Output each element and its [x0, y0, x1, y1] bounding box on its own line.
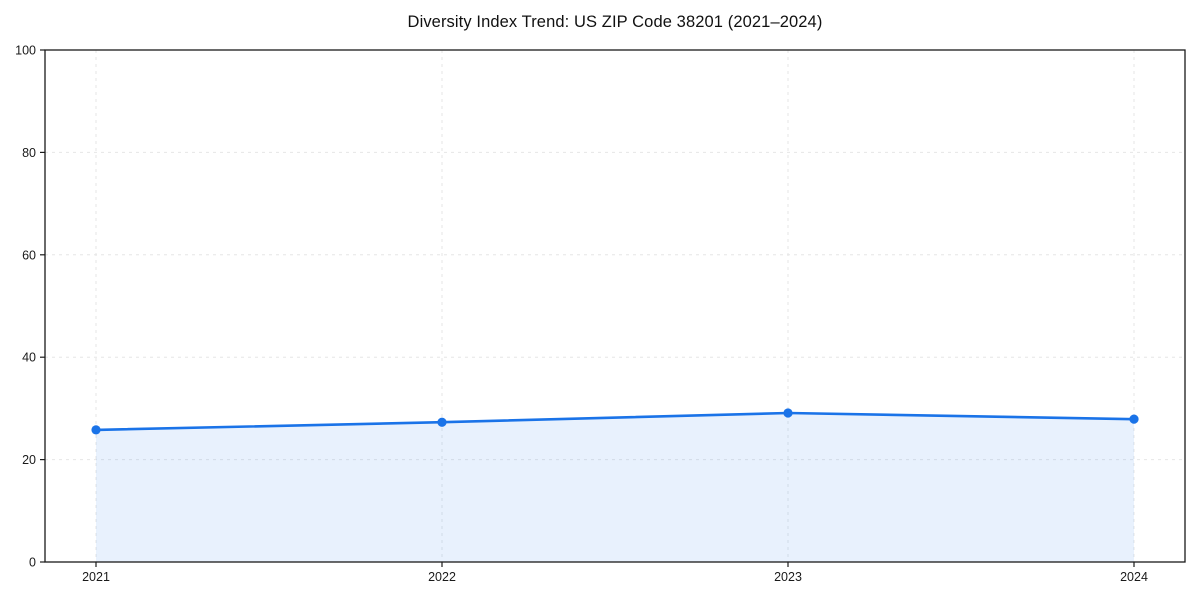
- y-tick-label: 60: [22, 248, 36, 262]
- y-tick-label: 100: [15, 44, 36, 58]
- y-tick-label: 0: [29, 556, 36, 570]
- x-tick-label: 2024: [1120, 570, 1148, 584]
- data-point-marker: [1129, 414, 1139, 424]
- y-tick-label: 40: [22, 351, 36, 365]
- x-tick-label: 2022: [428, 570, 456, 584]
- plot-frame: [44, 49, 1186, 563]
- y-tick-label: 80: [22, 146, 36, 160]
- x-tick-label: 2023: [774, 570, 802, 584]
- data-point-marker: [437, 417, 447, 427]
- trend-line: [94, 411, 1136, 432]
- data-point-marker: [91, 425, 101, 435]
- area-fill: [96, 413, 1134, 562]
- data-point-marker: [783, 408, 793, 418]
- x-tick-label: 2021: [82, 570, 110, 584]
- chart-title: Diversity Index Trend: US ZIP Code 38201…: [407, 13, 823, 31]
- y-tick-label: 20: [22, 453, 36, 467]
